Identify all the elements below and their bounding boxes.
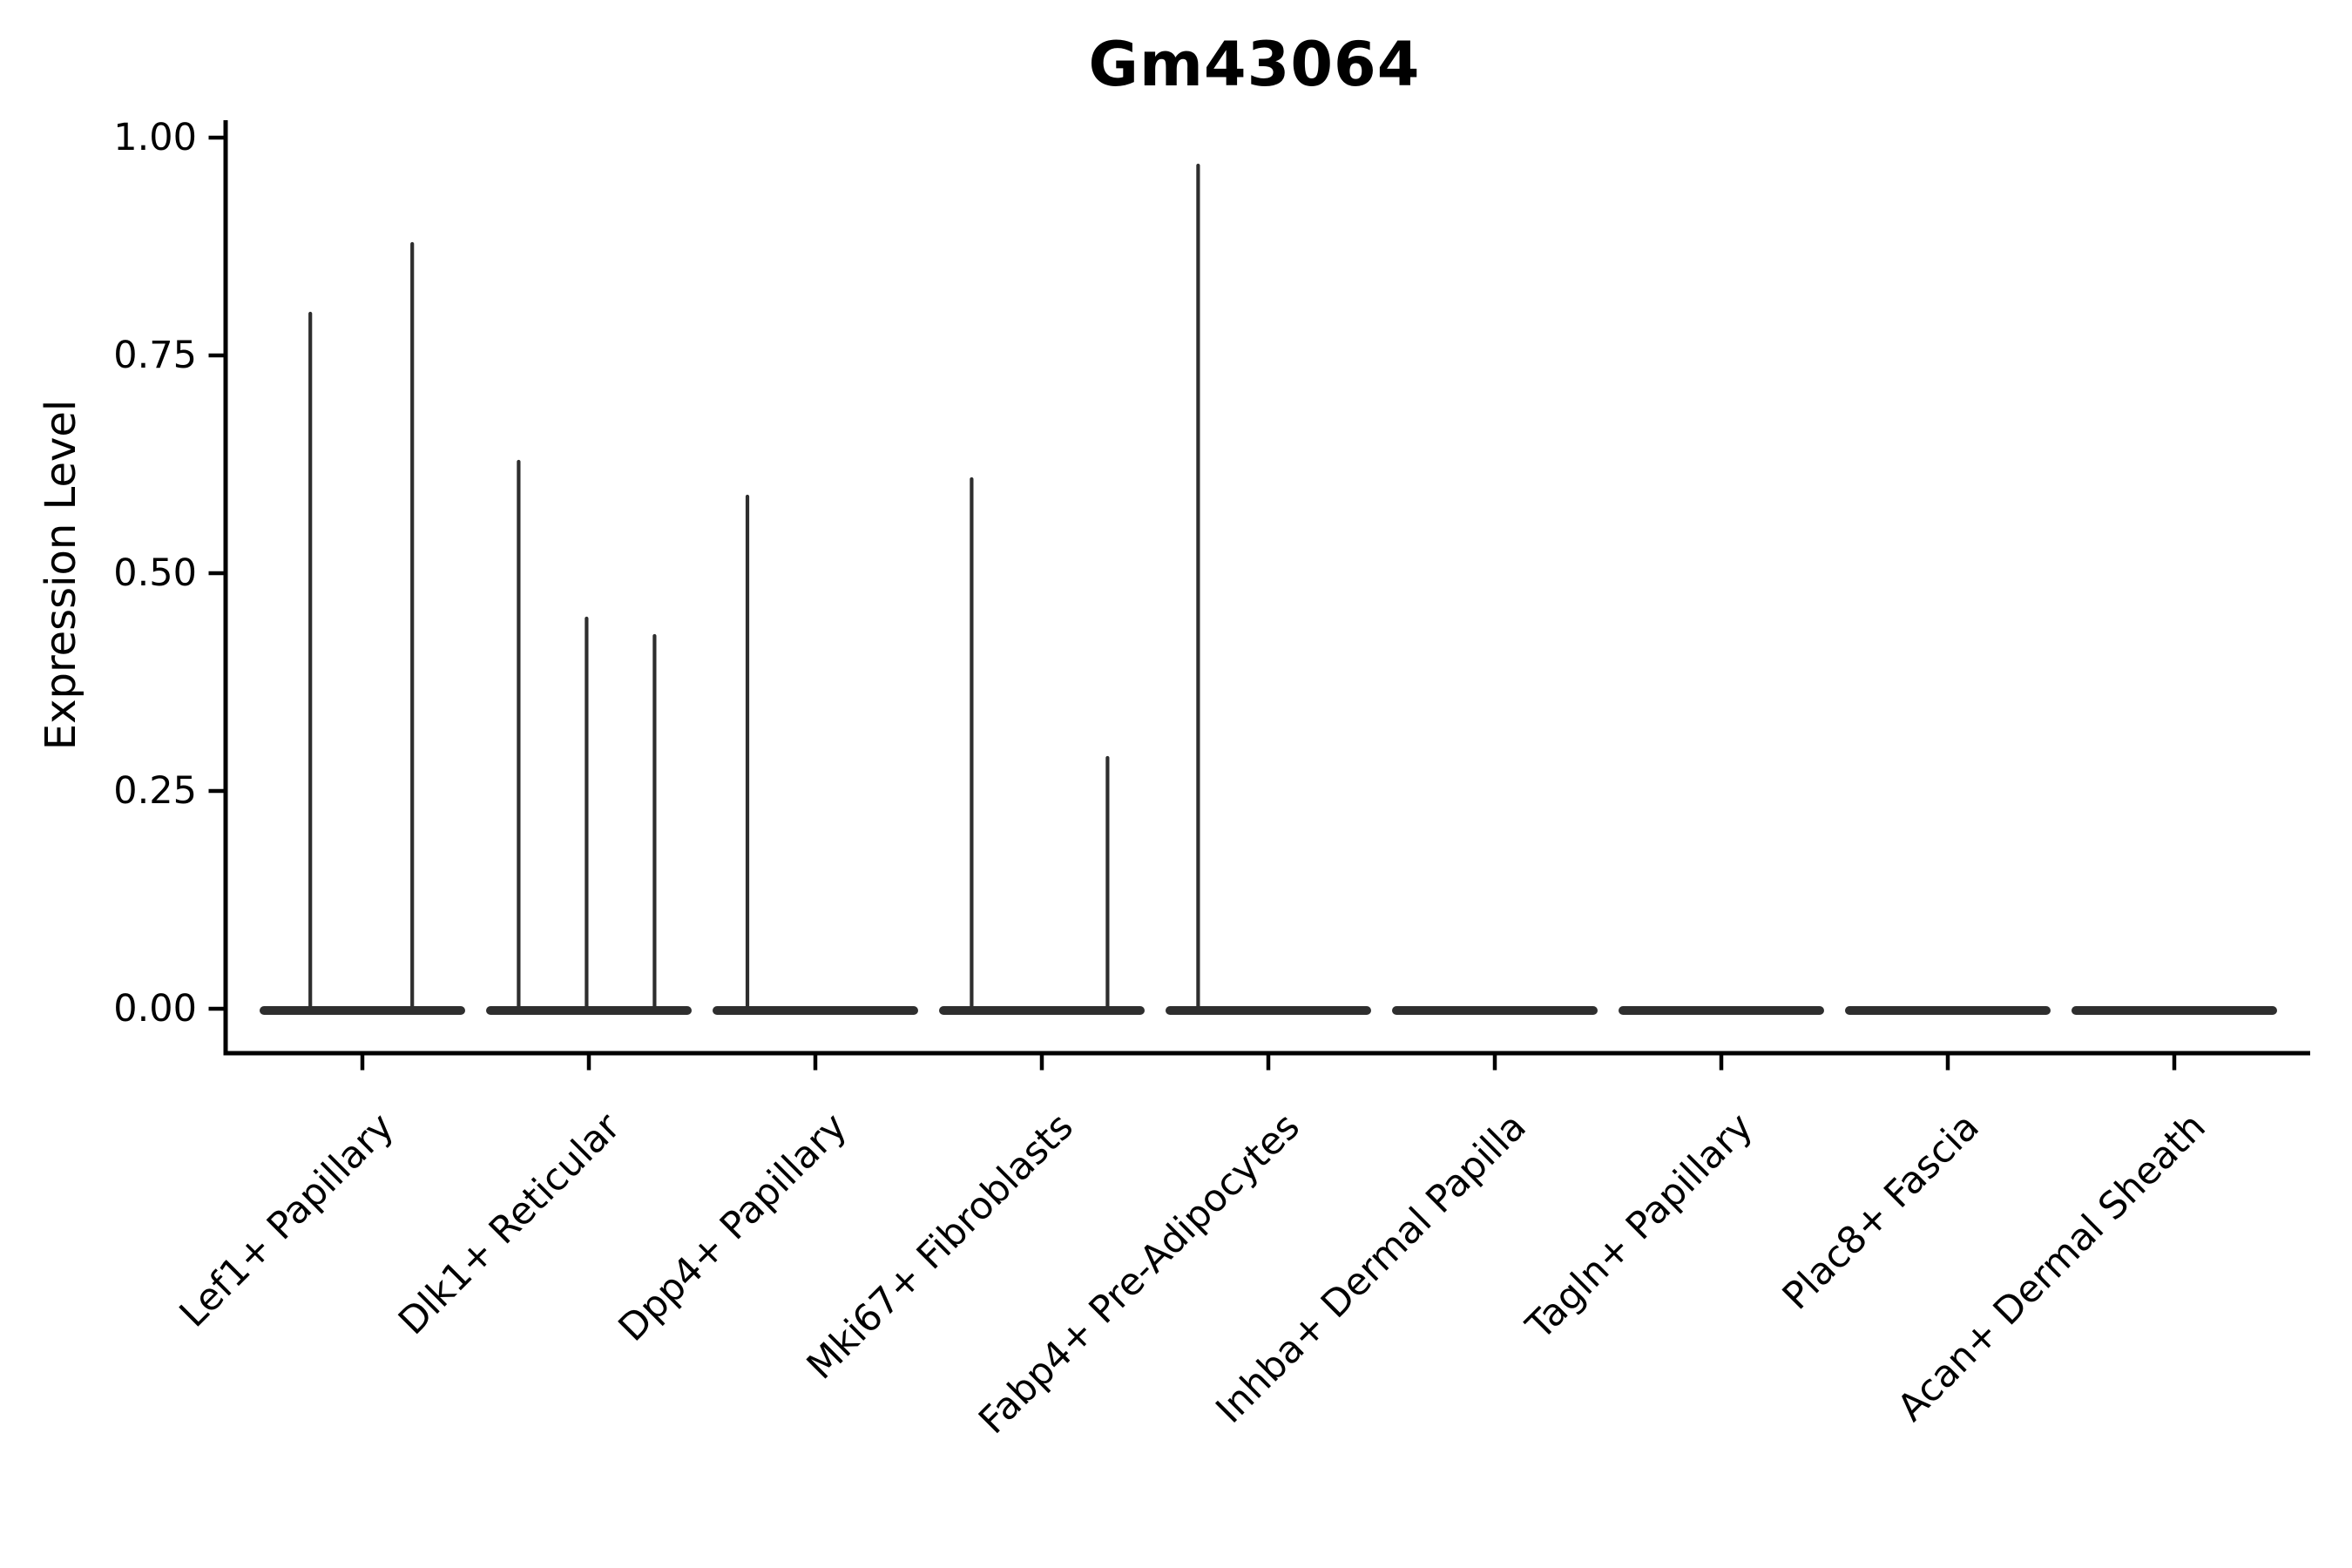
y-tick-label: 0.50 xyxy=(113,551,197,595)
y-tick-label: 1.00 xyxy=(113,116,197,159)
y-tick-label: 0.00 xyxy=(113,987,197,1031)
x-tick-label: Tagln+ Papillary xyxy=(1517,1105,1761,1348)
x-tick-label: Plac8+ Fascia xyxy=(1774,1105,1988,1318)
y-tick-label: 0.75 xyxy=(113,334,197,377)
chart-title: Gm43064 xyxy=(1088,29,1421,100)
y-tick-label: 0.25 xyxy=(113,769,197,813)
x-tick-label: Lef1+ Papillary xyxy=(172,1105,402,1335)
x-tick-label: Dlk1+ Reticular xyxy=(390,1105,629,1343)
x-tick-label: Dpp4+ Papillary xyxy=(611,1105,855,1349)
